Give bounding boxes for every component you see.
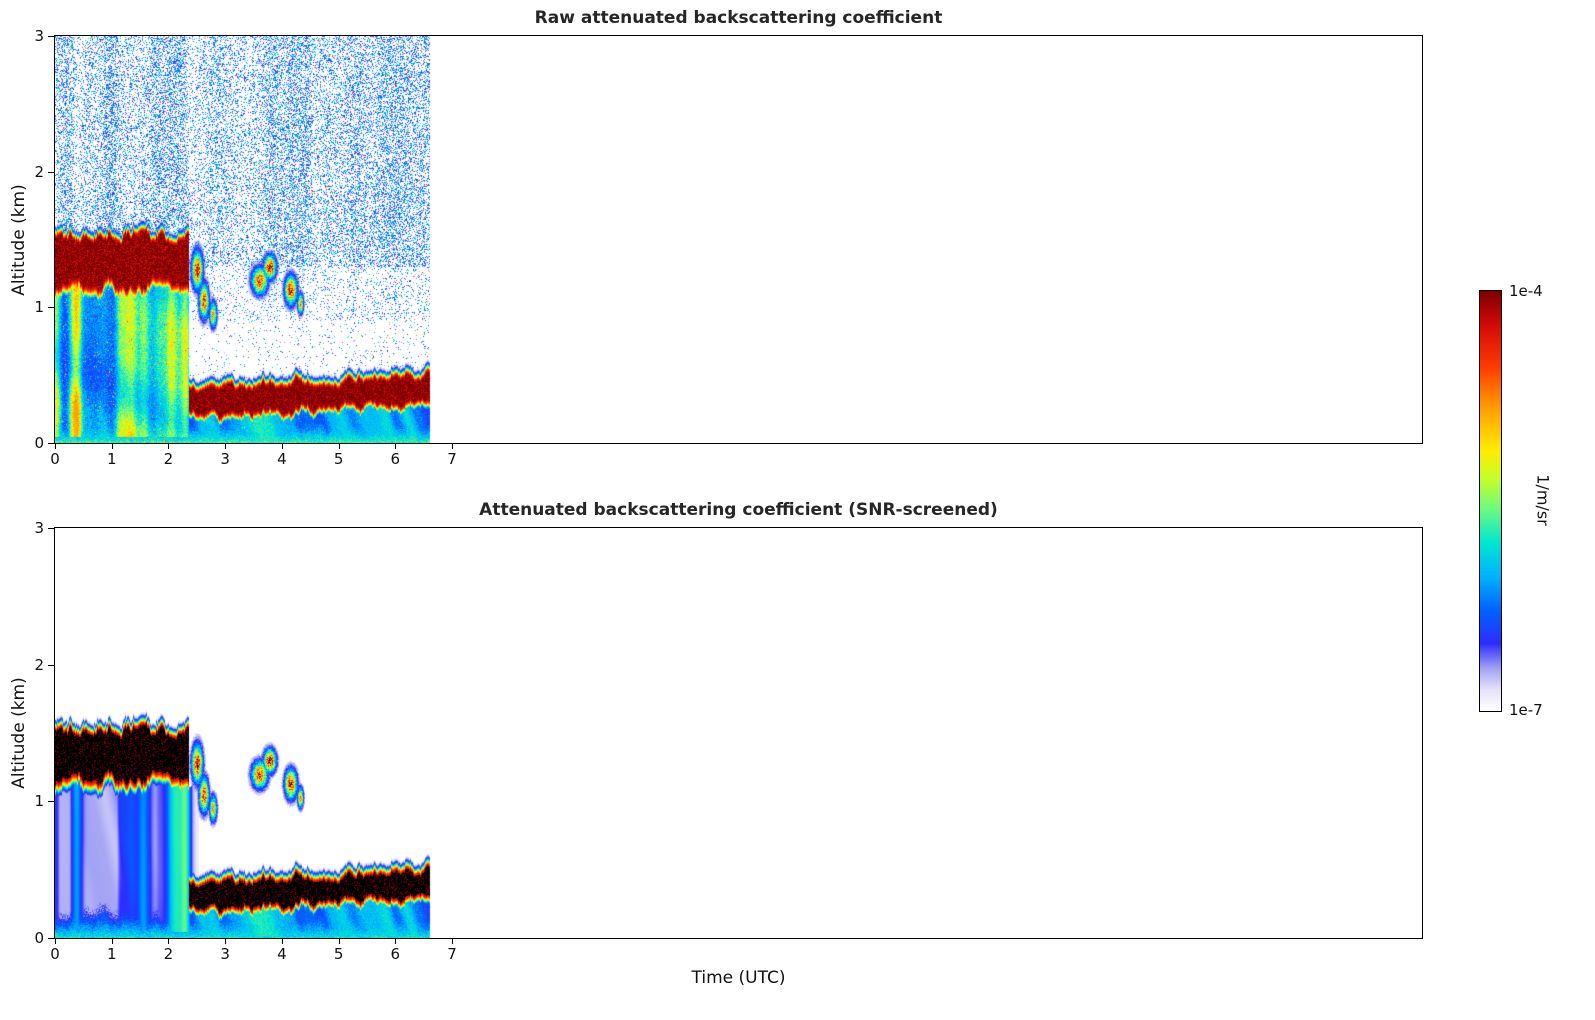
x-tick-mark [225,443,227,449]
x-tick-mark [168,938,170,944]
y-tick-mark [48,171,54,173]
screened-plot-y-axis-label: Altitude (km) [9,677,29,789]
y-tick-mark [48,443,54,444]
y-tick-label: 2 [34,655,44,674]
x-tick-label: 0 [50,945,60,963]
x-tick-label: 1 [106,945,117,963]
colorbar-max-label: 1e-4 [1509,282,1543,300]
x-tick-label: 6 [390,450,401,468]
colorbar-units-label: 1/m/sr [1533,474,1553,526]
x-tick-mark [338,443,340,449]
x-axis-label: Time (UTC) [691,968,786,988]
y-tick-mark [48,801,54,803]
x-tick-label: 6 [390,945,401,963]
x-tick-label: 4 [277,450,287,468]
x-tick-label: 2 [163,450,174,468]
y-tick-label: 1 [34,298,44,317]
y-tick-mark [48,307,54,309]
x-tick-mark [281,938,283,944]
x-tick-mark [452,443,454,449]
x-tick-label: 7 [447,945,457,963]
x-tick-mark [111,938,113,944]
x-tick-label: 5 [333,945,344,963]
x-tick-label: 2 [163,945,174,963]
x-tick-mark [225,938,227,944]
x-tick-label: 1 [106,450,117,468]
raw-backscatter-plot: Raw attenuated backscattering coefficien… [9,8,1423,468]
x-tick-mark [55,443,56,449]
raw-backscatter-heatmap [55,36,1422,443]
colorbar [1479,290,1502,712]
x-tick-mark [395,443,397,449]
x-tick-mark [281,443,283,449]
y-tick-mark [48,664,54,666]
y-tick-label: 3 [34,27,44,45]
screened-backscatter-heatmap [55,528,1422,938]
y-tick-label: 3 [34,519,44,537]
x-tick-label: 0 [50,450,60,468]
x-tick-mark [111,443,113,449]
y-tick-label: 0 [34,434,44,452]
raw-plot-title: Raw attenuated backscattering coefficien… [534,8,943,28]
y-tick-mark [48,36,54,37]
colorbar-gradient [1480,291,1501,711]
x-tick-label: 4 [277,945,287,963]
screened-backscatter-plot: Attenuated backscattering coefficient (S… [9,500,1423,963]
x-tick-label: 7 [447,450,457,468]
x-tick-mark [55,938,56,944]
y-tick-mark [48,938,54,939]
x-tick-label: 3 [220,450,230,468]
raw-plot-y-axis-label: Altitude (km) [9,183,29,296]
x-tick-mark [395,938,397,944]
y-tick-mark [48,528,54,529]
x-tick-mark [452,938,454,944]
x-tick-mark [168,443,170,449]
x-tick-mark [338,938,340,944]
x-tick-label: 3 [220,945,230,963]
y-tick-label: 0 [34,929,44,947]
screened-plot-title: Attenuated backscattering coefficient (S… [479,500,998,520]
y-tick-label: 1 [34,792,44,811]
colorbar-min-label: 1e-7 [1509,701,1543,719]
x-tick-label: 5 [333,450,344,468]
y-tick-label: 2 [34,162,44,181]
